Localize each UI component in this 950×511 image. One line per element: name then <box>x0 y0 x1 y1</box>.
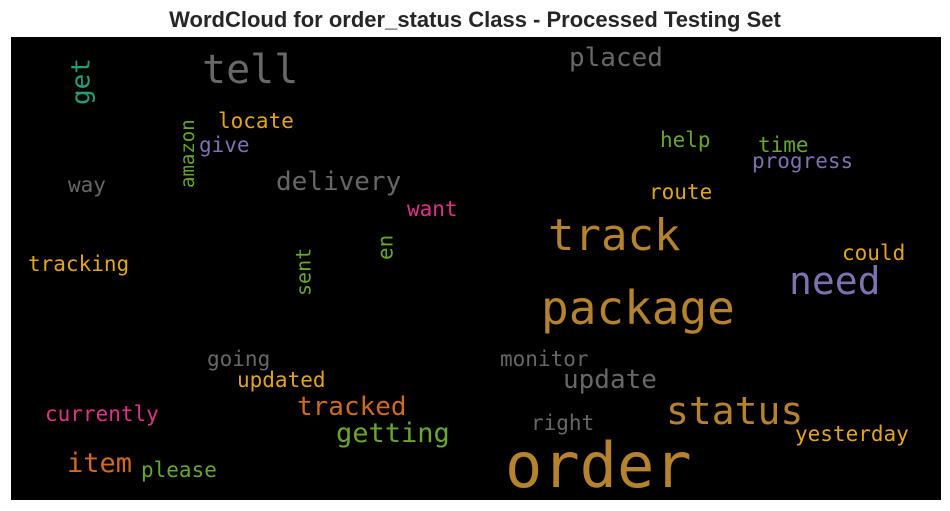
word-get: get <box>66 58 96 105</box>
word-progress: progress <box>752 149 853 173</box>
word-currently: currently <box>45 402 159 426</box>
word-time: time <box>758 133 809 157</box>
word-package: package <box>541 281 735 335</box>
word-going: going <box>207 347 270 371</box>
word-updated: updated <box>237 368 326 392</box>
word-status: status <box>666 389 803 433</box>
word-sent: sent <box>292 248 316 296</box>
word-order: order <box>505 429 692 500</box>
word-delivery: delivery <box>276 167 401 197</box>
word-item: item <box>67 448 132 479</box>
word-en: en <box>373 235 397 260</box>
word-right: right <box>531 411 594 435</box>
word-locate: locate <box>218 109 294 133</box>
word-need: need <box>789 259 881 303</box>
word-amazon: amazon <box>177 119 199 188</box>
word-tracked: tracked <box>297 392 407 422</box>
word-please: please <box>141 458 217 482</box>
word-give: give <box>199 133 250 157</box>
word-way: way <box>68 173 106 197</box>
word-want: want <box>407 197 458 221</box>
word-route: route <box>649 180 712 204</box>
word-yesterday: yesterday <box>795 422 909 446</box>
word-could: could <box>842 241 905 265</box>
word-getting: getting <box>336 418 450 449</box>
word-track: track <box>548 210 680 261</box>
word-help: help <box>660 128 711 152</box>
word-tell: tell <box>202 47 298 93</box>
word-tracking: tracking <box>28 252 129 276</box>
wordcloud-canvas: order package track status need tell delivery p… <box>11 37 941 500</box>
word-monitor: monitor <box>500 347 589 371</box>
word-placed: placed <box>569 43 663 73</box>
chart-title: WordCloud for order_status Class - Proce… <box>169 7 781 32</box>
wordcloud-svg: order package track status need tell delivery p… <box>28 43 909 500</box>
word-update: update <box>563 365 657 395</box>
